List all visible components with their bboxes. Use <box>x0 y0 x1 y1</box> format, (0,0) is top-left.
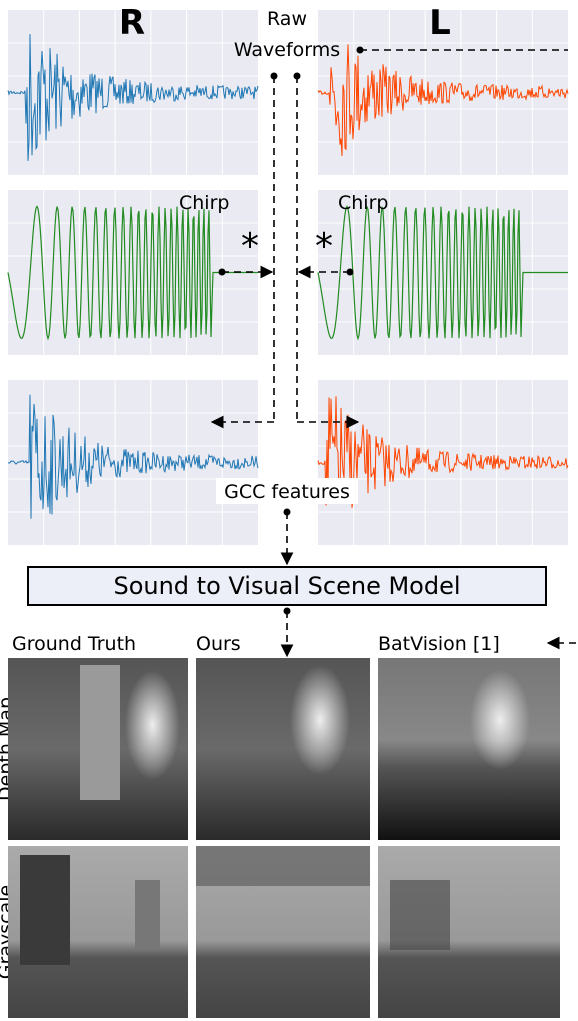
model-label: Sound to Visual Scene Model <box>113 572 460 600</box>
diagram: R L Raw Waveforms Chirp Chirp * * GCC fe… <box>0 0 578 1021</box>
chirp-label: Chirp <box>338 192 388 214</box>
images <box>8 658 560 1018</box>
column-label: Ground Truth <box>12 633 136 655</box>
raw-label: Raw <box>267 8 307 30</box>
chirp-label: Chirp <box>179 192 229 214</box>
ear-label: L <box>429 3 451 43</box>
column-label: Ours <box>196 633 241 655</box>
plot-panel <box>318 380 568 545</box>
raw-label: Waveforms <box>234 39 340 61</box>
ear-label: R <box>119 3 145 43</box>
conv-symbol: * <box>315 226 333 267</box>
conv-symbol: * <box>241 226 259 267</box>
gcc-label: GCC features <box>224 481 350 503</box>
column-label: BatVision [1] <box>378 633 500 655</box>
